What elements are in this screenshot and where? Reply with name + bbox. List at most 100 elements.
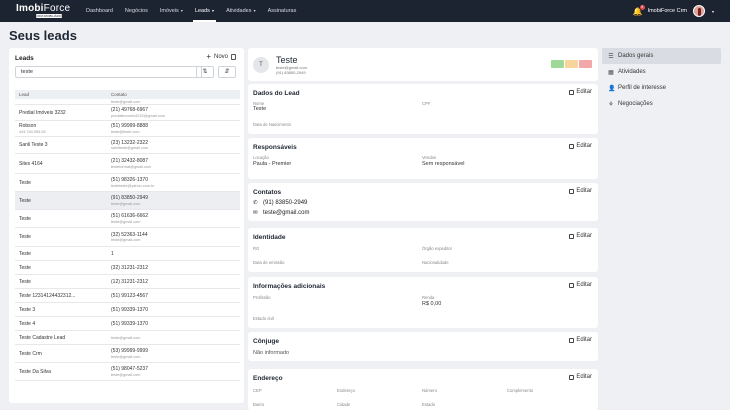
lead-cell: Sanli Teste 3 <box>15 137 111 153</box>
lead-tag[interactable] <box>565 60 578 68</box>
nav-item-3[interactable]: Leads ▾ <box>189 0 220 22</box>
contact-cell: (51) 99339-1370 <box>111 317 240 330</box>
edit-contacts-button[interactable]: Editar <box>569 188 592 194</box>
user-icon: 👤 <box>608 85 616 92</box>
contact-email[interactable]: ✉ teste@gmail.com <box>253 210 309 216</box>
lead-cell: Teste 3 <box>15 303 111 316</box>
export-icon[interactable] <box>231 54 236 60</box>
mail-icon: ✉ <box>253 210 258 216</box>
lead-search-input[interactable]: teste <box>15 66 202 78</box>
lead-cell: Teste <box>15 174 111 191</box>
contact-cell: (12) 31231-2312 <box>111 275 240 288</box>
lead-avatar: T <box>253 57 269 73</box>
nav-item-5[interactable]: Assinaturas <box>262 0 303 22</box>
nav-item-2[interactable]: Imóveis ▾ <box>154 0 189 22</box>
contact-email-value: teste@gmail.com <box>263 210 310 216</box>
nav-item-4[interactable]: Atividades ▾ <box>220 0 262 22</box>
lead-section-menu: ☰ Dados gerais ▦ Atividades 👤 Perfil de inter… <box>602 48 721 112</box>
card-title: Contatos <box>253 189 282 196</box>
lead-name: Teste 3 <box>19 306 36 313</box>
lead-detail: T Teste teste@gmail.com (91) 83850-2949 … <box>248 48 598 410</box>
field-label-rental: Locação <box>253 155 269 160</box>
edit-spouse-button[interactable]: Editar <box>569 337 592 343</box>
lead-name: Teste <box>19 234 31 240</box>
edit-additional-info-button[interactable]: Editar <box>569 282 592 288</box>
lead-name: Teste <box>19 264 31 271</box>
lead-row[interactable]: teste@gmail.com <box>15 99 240 105</box>
notifications-bell-icon[interactable]: 🔔 9 <box>632 4 645 16</box>
lead-row[interactable]: Teste Crm (53) 99999-9999 teste@gmail.com <box>15 345 240 363</box>
logo-tagline: CRM IMOBILIÁRIO <box>36 14 63 18</box>
edit-responsibles-button[interactable]: Editar <box>569 143 592 149</box>
section-menu-item[interactable]: ⚘ Negociações <box>602 96 721 112</box>
nav-item-0[interactable]: Dashboard <box>80 0 119 22</box>
section-menu-label: Dados gerais <box>618 53 654 59</box>
card-title: Informações adicionais <box>253 283 326 290</box>
edit-icon <box>569 374 575 380</box>
edit-label: Editar <box>576 337 592 343</box>
card-lead-data: Dados do Lead Editar Nome Teste CPF Data… <box>248 84 598 134</box>
contact-email: teste@teste.com <box>111 129 140 134</box>
imobiforce-logo[interactable]: ImobiForce CRM IMOBILIÁRIO <box>16 3 72 19</box>
field-value-sales: Sem responsável <box>422 161 465 167</box>
lead-row[interactable]: Teste (32) 52363-1144 teste@gmail.com <box>15 228 240 247</box>
lead-row[interactable]: Sanli Teste 3 (23) 13232-2322 sanliteste@g… <box>15 137 240 154</box>
lead-row[interactable]: Teste (32) 31231-2312 <box>15 261 240 275</box>
contact-phone: (12) 31231-2312 <box>111 278 148 285</box>
section-menu-item[interactable]: ☰ Dados gerais <box>602 48 721 64</box>
sort-button[interactable]: ⇅ <box>196 66 214 78</box>
lead-tag[interactable] <box>579 60 592 68</box>
contact-email: teste@gmail.com <box>111 238 141 243</box>
edit-label: Editar <box>576 89 592 95</box>
section-menu-item[interactable]: 👤 Perfil de interesse <box>602 80 721 96</box>
edit-icon <box>569 89 575 95</box>
filter-button[interactable]: ⇵ <box>218 66 236 78</box>
lead-row[interactable]: Teste (51) 61636-6662 teste@gmail.com <box>15 210 240 228</box>
contact-phone[interactable]: ✆ (91) 83850-2949 <box>253 200 307 206</box>
card-responsibles: Responsáveis Editar Locação Paula - Prem… <box>248 138 598 179</box>
new-lead-button[interactable]: + Novo <box>206 53 236 61</box>
card-spouse: Cônjuge Editar Não informado <box>248 332 598 361</box>
contact-cell: (53) 99999-9999 teste@gmail.com <box>111 345 240 362</box>
user-avatar[interactable] <box>692 5 705 17</box>
lead-row[interactable]: Teste Cadastre Lead teste@gmail.com <box>15 331 240 345</box>
lead-row[interactable]: Teste 4 (51) 99339-1370 <box>15 317 240 331</box>
lead-row[interactable]: Teste 1 <box>15 247 240 261</box>
lead-name: Teste <box>19 250 31 257</box>
lead-name: Teste <box>276 55 298 65</box>
field-label-marital-status: Estado civil <box>253 316 275 321</box>
contact-cell: (51) 61636-6662 teste@gmail.com <box>111 210 240 227</box>
user-menu-chevron-icon[interactable]: ▾ <box>711 8 714 14</box>
contact-email: testeteste@yahoo.com.br <box>111 183 155 188</box>
lead-row[interactable]: Teste (51) 98326-1370 testeteste@yahoo.com… <box>15 174 240 192</box>
card-title: Responsáveis <box>253 144 297 151</box>
edit-icon <box>569 143 575 149</box>
edit-lead-data-button[interactable]: Editar <box>569 89 592 95</box>
lead-row[interactable]: Teste 12314124432312... (51) 99123-4567 <box>15 289 240 303</box>
contact-email: teste@gmail.com <box>111 201 141 206</box>
section-menu-item[interactable]: ▦ Atividades <box>602 64 721 80</box>
edit-identity-button[interactable]: Editar <box>569 233 592 239</box>
contact-cell: 1 <box>111 247 240 260</box>
lead-row[interactable]: Robson 444.784.555-55 (51) 99999-8888 teste… <box>15 121 240 137</box>
lead-row[interactable]: Predial Imóveis 3232 (21) 49768-6967 predi… <box>15 105 240 121</box>
lead-row[interactable]: Teste (12) 31231-2312 <box>15 275 240 289</box>
phone-icon: ✆ <box>253 200 258 206</box>
lead-row[interactable]: Teste Da Silva (51) 98047-5237 teste@gmail… <box>15 363 240 381</box>
leads-table: Lead Contato teste@gmail.com Predial Imóv… <box>15 90 240 381</box>
lead-tag[interactable] <box>551 60 564 68</box>
contact-cell: teste@gmail.com <box>111 99 240 104</box>
edit-address-button[interactable]: Editar <box>569 374 592 380</box>
lead-row[interactable]: Teste (91) 83850-2949 teste@gmail.com <box>15 192 240 210</box>
card-title: Dados do Lead <box>253 90 300 97</box>
field-label-sales: Vendas <box>422 155 436 160</box>
nav-item-1[interactable]: Negócios <box>119 0 154 22</box>
nav-item-label: Atividades <box>226 8 252 14</box>
lead-row[interactable]: Teste 3 (51) 99339-1370 <box>15 303 240 317</box>
lead-row[interactable]: Sites 4164 (21) 32432-8087 testeformat@gma… <box>15 154 240 174</box>
lead-document: 444.784.555-55 <box>19 129 46 134</box>
nav-item-label: Negócios <box>124 8 148 14</box>
user-name[interactable]: ImobiForce Crm <box>647 8 687 14</box>
edit-label: Editar <box>576 282 592 288</box>
field-label-state: Estado <box>422 402 436 407</box>
